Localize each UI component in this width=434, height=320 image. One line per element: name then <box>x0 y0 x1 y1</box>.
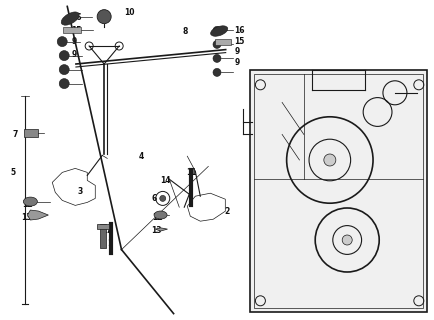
Text: 11: 11 <box>187 168 197 177</box>
Circle shape <box>59 51 69 60</box>
Text: 7: 7 <box>12 130 17 139</box>
Text: 6: 6 <box>152 194 157 203</box>
Text: 9: 9 <box>72 37 77 46</box>
Text: 3: 3 <box>77 188 82 196</box>
Text: 16: 16 <box>234 26 245 35</box>
Circle shape <box>59 79 69 89</box>
Text: 15: 15 <box>72 26 82 35</box>
Bar <box>250 70 427 312</box>
Text: 14: 14 <box>161 176 171 185</box>
Text: 8: 8 <box>182 28 187 36</box>
Circle shape <box>59 65 69 75</box>
Circle shape <box>57 36 67 47</box>
Ellipse shape <box>23 197 37 206</box>
Ellipse shape <box>61 12 79 25</box>
Text: 9: 9 <box>72 50 77 59</box>
Bar <box>215 39 231 44</box>
Ellipse shape <box>154 211 167 219</box>
Text: 2: 2 <box>225 207 230 216</box>
Polygon shape <box>27 210 48 220</box>
Polygon shape <box>155 228 168 231</box>
Text: 5: 5 <box>11 168 16 177</box>
Text: 16: 16 <box>72 13 82 22</box>
Bar <box>100 224 106 248</box>
Text: 15: 15 <box>234 37 245 46</box>
Circle shape <box>213 40 221 48</box>
Text: 1: 1 <box>108 239 113 248</box>
Circle shape <box>160 196 166 201</box>
Bar <box>63 28 81 33</box>
Circle shape <box>342 235 352 245</box>
Text: 12: 12 <box>152 213 162 222</box>
Text: 10: 10 <box>124 8 134 17</box>
Text: 9: 9 <box>234 58 240 67</box>
Circle shape <box>213 68 221 76</box>
Bar <box>253 74 424 308</box>
Circle shape <box>213 54 221 62</box>
Text: 17: 17 <box>101 226 112 235</box>
Text: 13: 13 <box>21 213 31 222</box>
Circle shape <box>97 10 111 24</box>
Text: 9: 9 <box>234 47 240 56</box>
Text: 12: 12 <box>22 200 32 209</box>
Text: 4: 4 <box>139 152 144 161</box>
Bar <box>24 129 38 137</box>
Circle shape <box>213 26 221 34</box>
Text: 13: 13 <box>151 226 161 235</box>
Circle shape <box>324 154 336 166</box>
Bar <box>97 224 109 229</box>
Ellipse shape <box>210 26 228 36</box>
